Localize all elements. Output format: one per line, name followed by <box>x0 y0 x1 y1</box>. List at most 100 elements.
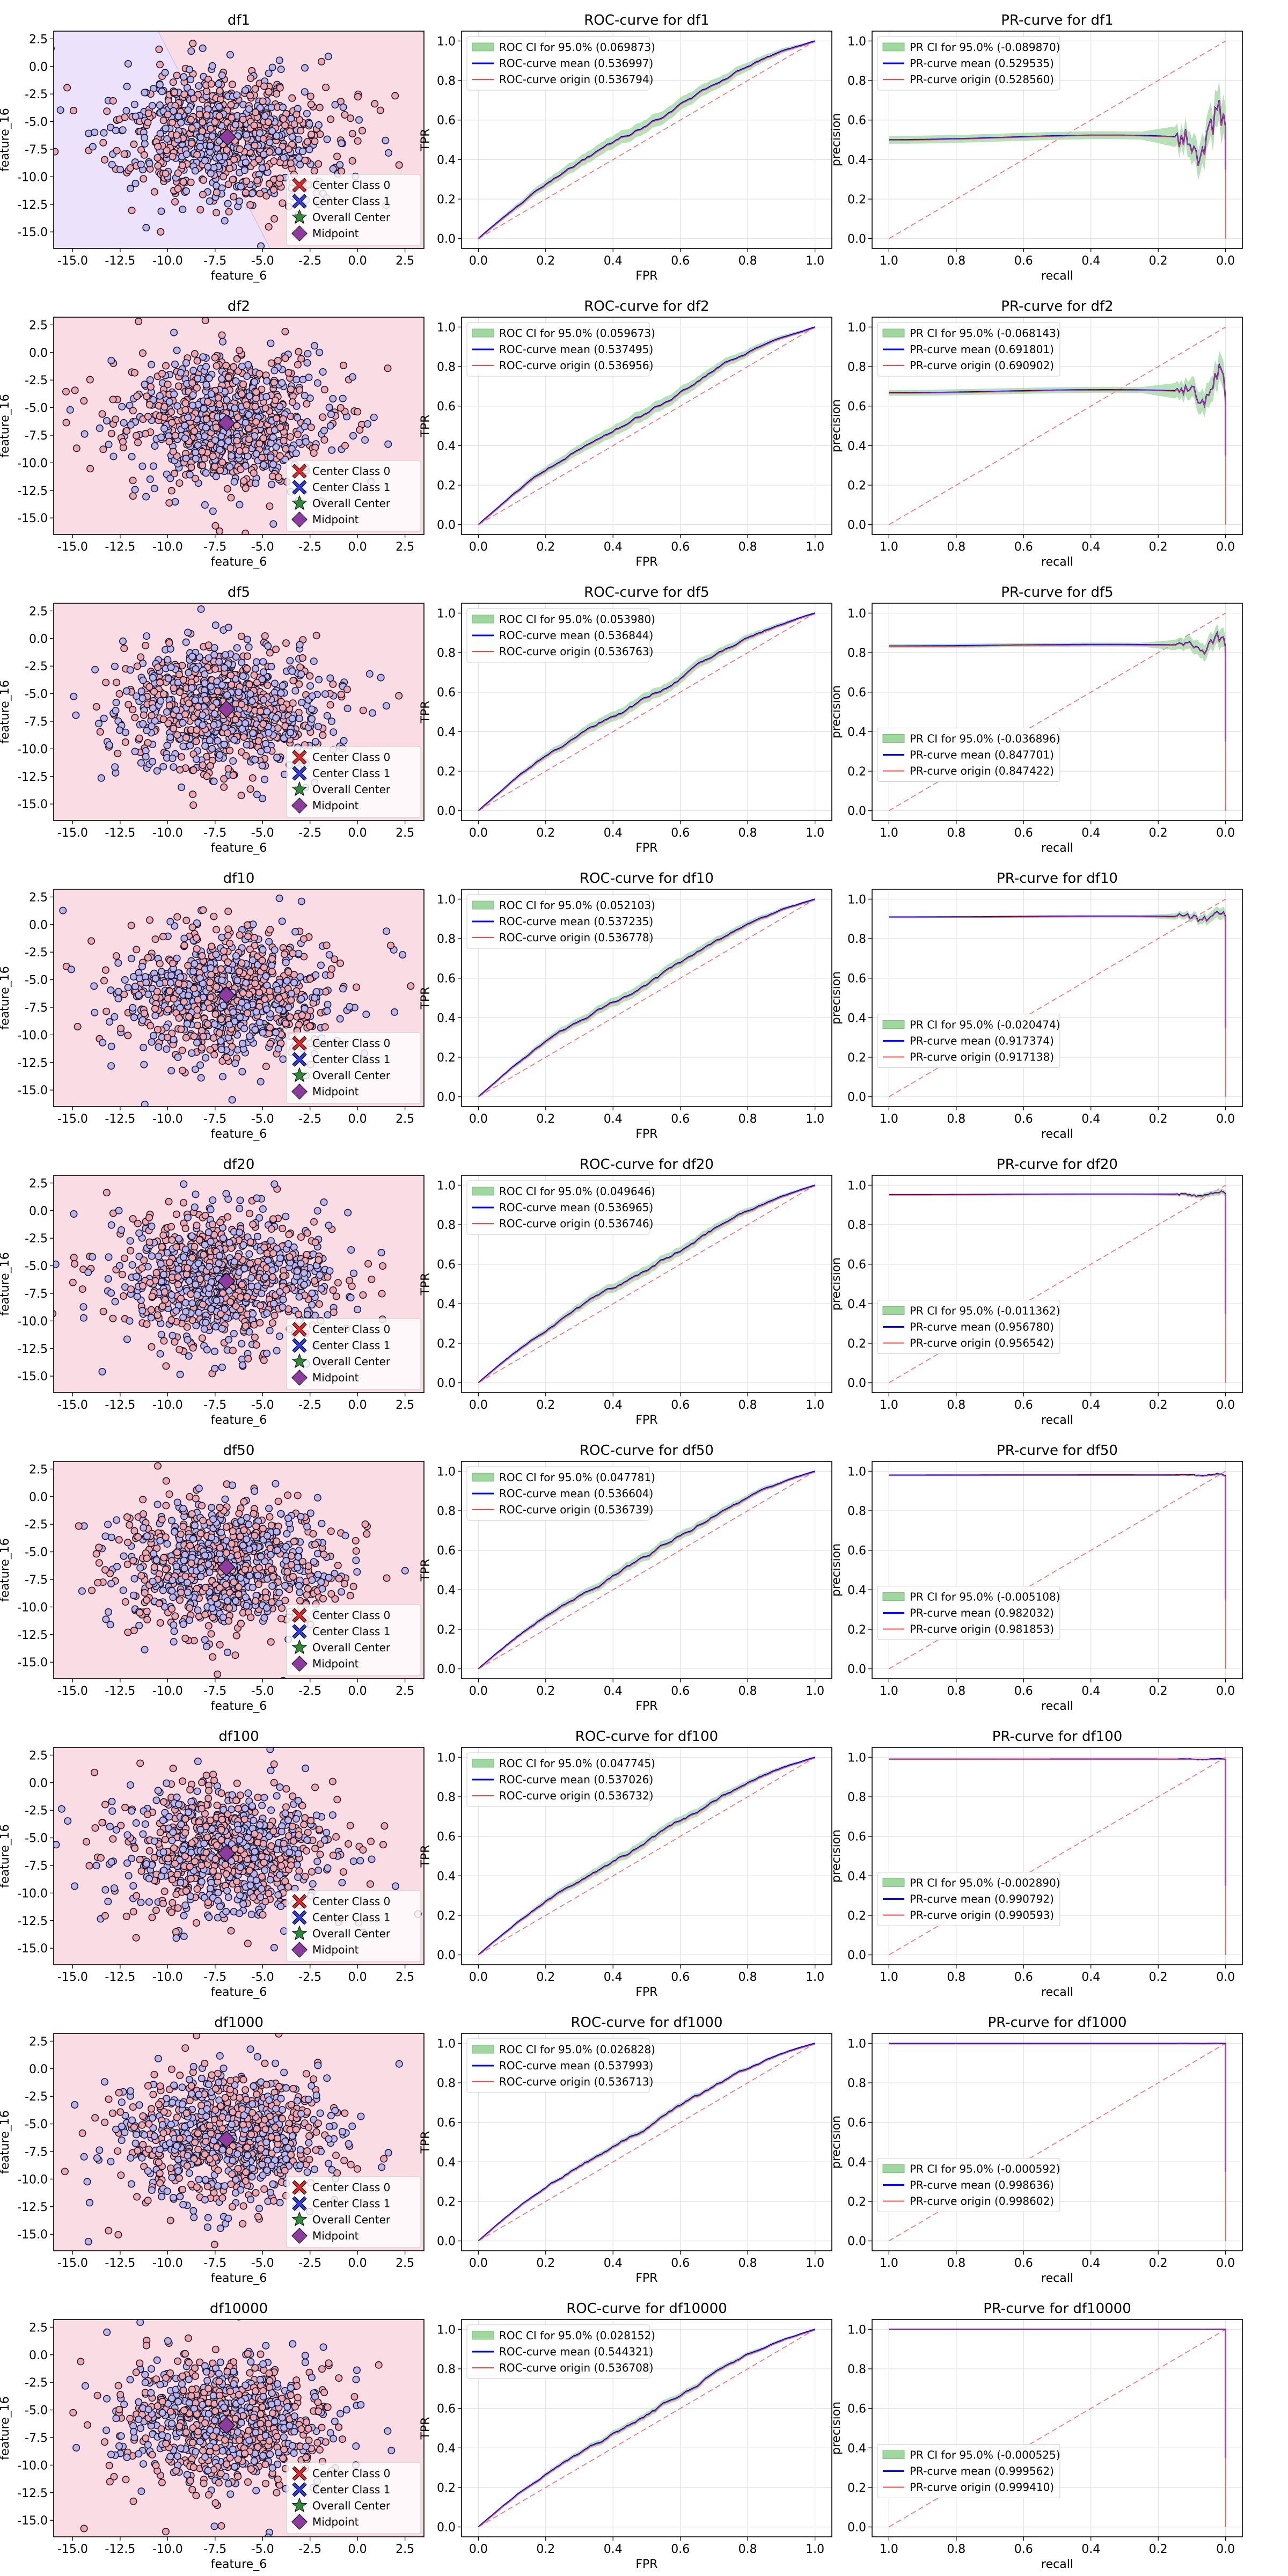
data-point <box>259 434 267 442</box>
data-point <box>120 150 128 158</box>
data-point <box>295 135 303 143</box>
x-tick-label: 0.8 <box>947 540 965 554</box>
data-point <box>282 445 290 453</box>
data-point <box>196 206 204 214</box>
data-point <box>359 706 367 714</box>
data-point <box>208 745 216 753</box>
data-point <box>283 977 291 985</box>
data-point <box>329 394 337 402</box>
chart-title: PR-curve for df10 <box>997 870 1118 887</box>
data-point <box>172 1243 180 1251</box>
y-tick-label: 0.0 <box>29 347 48 360</box>
x-tick-label: 1.0 <box>806 826 824 840</box>
x-tick-label: -2.5 <box>298 826 321 840</box>
data-point <box>109 1314 117 1322</box>
data-point <box>211 463 219 471</box>
chance-diagonal <box>478 612 816 811</box>
data-point <box>175 670 183 678</box>
data-point <box>243 1002 251 1010</box>
data-point <box>310 449 318 457</box>
data-point <box>239 989 247 997</box>
data-point <box>167 971 175 979</box>
data-point <box>284 369 292 377</box>
data-point <box>121 1254 129 1262</box>
data-point <box>252 450 260 458</box>
data-point <box>258 453 266 462</box>
data-point <box>236 1013 244 1021</box>
data-point <box>173 71 181 79</box>
data-point <box>384 440 392 448</box>
series-group <box>478 326 816 525</box>
data-point <box>151 442 159 450</box>
data-point <box>320 427 328 435</box>
data-point <box>159 715 167 723</box>
legend-label: ROC-curve mean (0.537495) <box>499 343 653 356</box>
data-point <box>201 157 209 165</box>
data-point <box>166 979 174 987</box>
data-point <box>348 373 356 381</box>
data-point <box>236 501 244 509</box>
data-point <box>147 1022 155 1030</box>
data-point <box>266 502 274 510</box>
data-point <box>162 362 170 370</box>
data-point <box>316 104 324 112</box>
data-point <box>250 469 258 477</box>
axes-frame <box>872 317 1243 535</box>
y-tick-label: 0.8 <box>437 647 456 660</box>
data-point <box>326 422 334 430</box>
data-point <box>218 933 226 941</box>
data-point <box>178 784 186 792</box>
data-point <box>171 198 179 206</box>
data-point <box>193 1038 201 1046</box>
data-point <box>331 955 339 963</box>
data-point <box>229 1008 237 1016</box>
data-point <box>105 741 113 749</box>
data-point <box>211 354 219 362</box>
y-tick-label: 0.6 <box>847 972 866 986</box>
data-point <box>245 435 253 443</box>
ci-band <box>889 81 1226 181</box>
legend-label-prefix: ROC CI for 95.0% <box>499 613 592 626</box>
y-tick-label: -2.5 <box>25 660 48 674</box>
data-point <box>266 926 274 934</box>
data-point <box>206 197 214 205</box>
data-point <box>200 1325 208 1333</box>
x-tick-label: 0.8 <box>738 540 757 554</box>
legend-label-prefix: ROC CI for 95.0% <box>499 41 592 54</box>
y-tick-label: 0.0 <box>437 805 456 818</box>
data-point <box>261 404 269 412</box>
data-point <box>151 975 159 983</box>
y-tick-label: 1.0 <box>437 607 456 620</box>
data-point <box>115 1206 123 1214</box>
chart-title: df10 <box>223 870 255 887</box>
y-tick-label: 0.8 <box>437 933 456 946</box>
scatter-points <box>59 894 415 1107</box>
data-point <box>156 392 164 400</box>
data-point <box>204 163 212 171</box>
y-tick-label: -15.0 <box>17 512 48 525</box>
data-point <box>292 449 300 457</box>
data-point <box>198 1044 206 1052</box>
data-point <box>276 452 284 460</box>
data-point <box>78 1285 86 1293</box>
y-axis-label: feature_16 <box>0 394 12 457</box>
y-tick-label: 0.8 <box>437 75 456 88</box>
data-point <box>286 729 294 737</box>
data-point <box>199 176 207 184</box>
data-point <box>54 148 59 156</box>
data-point <box>140 1060 148 1069</box>
data-point <box>292 111 301 119</box>
data-point <box>272 645 280 653</box>
data-point <box>171 431 179 440</box>
legend-label: ROC CI for 95.0% (0.053980) <box>499 613 655 626</box>
data-point <box>281 354 289 362</box>
y-axis-label: feature_16 <box>0 108 12 171</box>
data-point <box>170 1036 178 1044</box>
data-point <box>228 80 236 89</box>
axes-frame <box>461 317 832 535</box>
data-point <box>159 933 167 941</box>
data-point <box>231 715 239 723</box>
data-point <box>148 1252 156 1260</box>
data-point <box>162 1362 170 1370</box>
scatter-panel-df1: -15.0 -12.5 -10.0 -7.5 -5.0 -2.5 0.0 2.5-15.0-1… <box>0 12 425 283</box>
